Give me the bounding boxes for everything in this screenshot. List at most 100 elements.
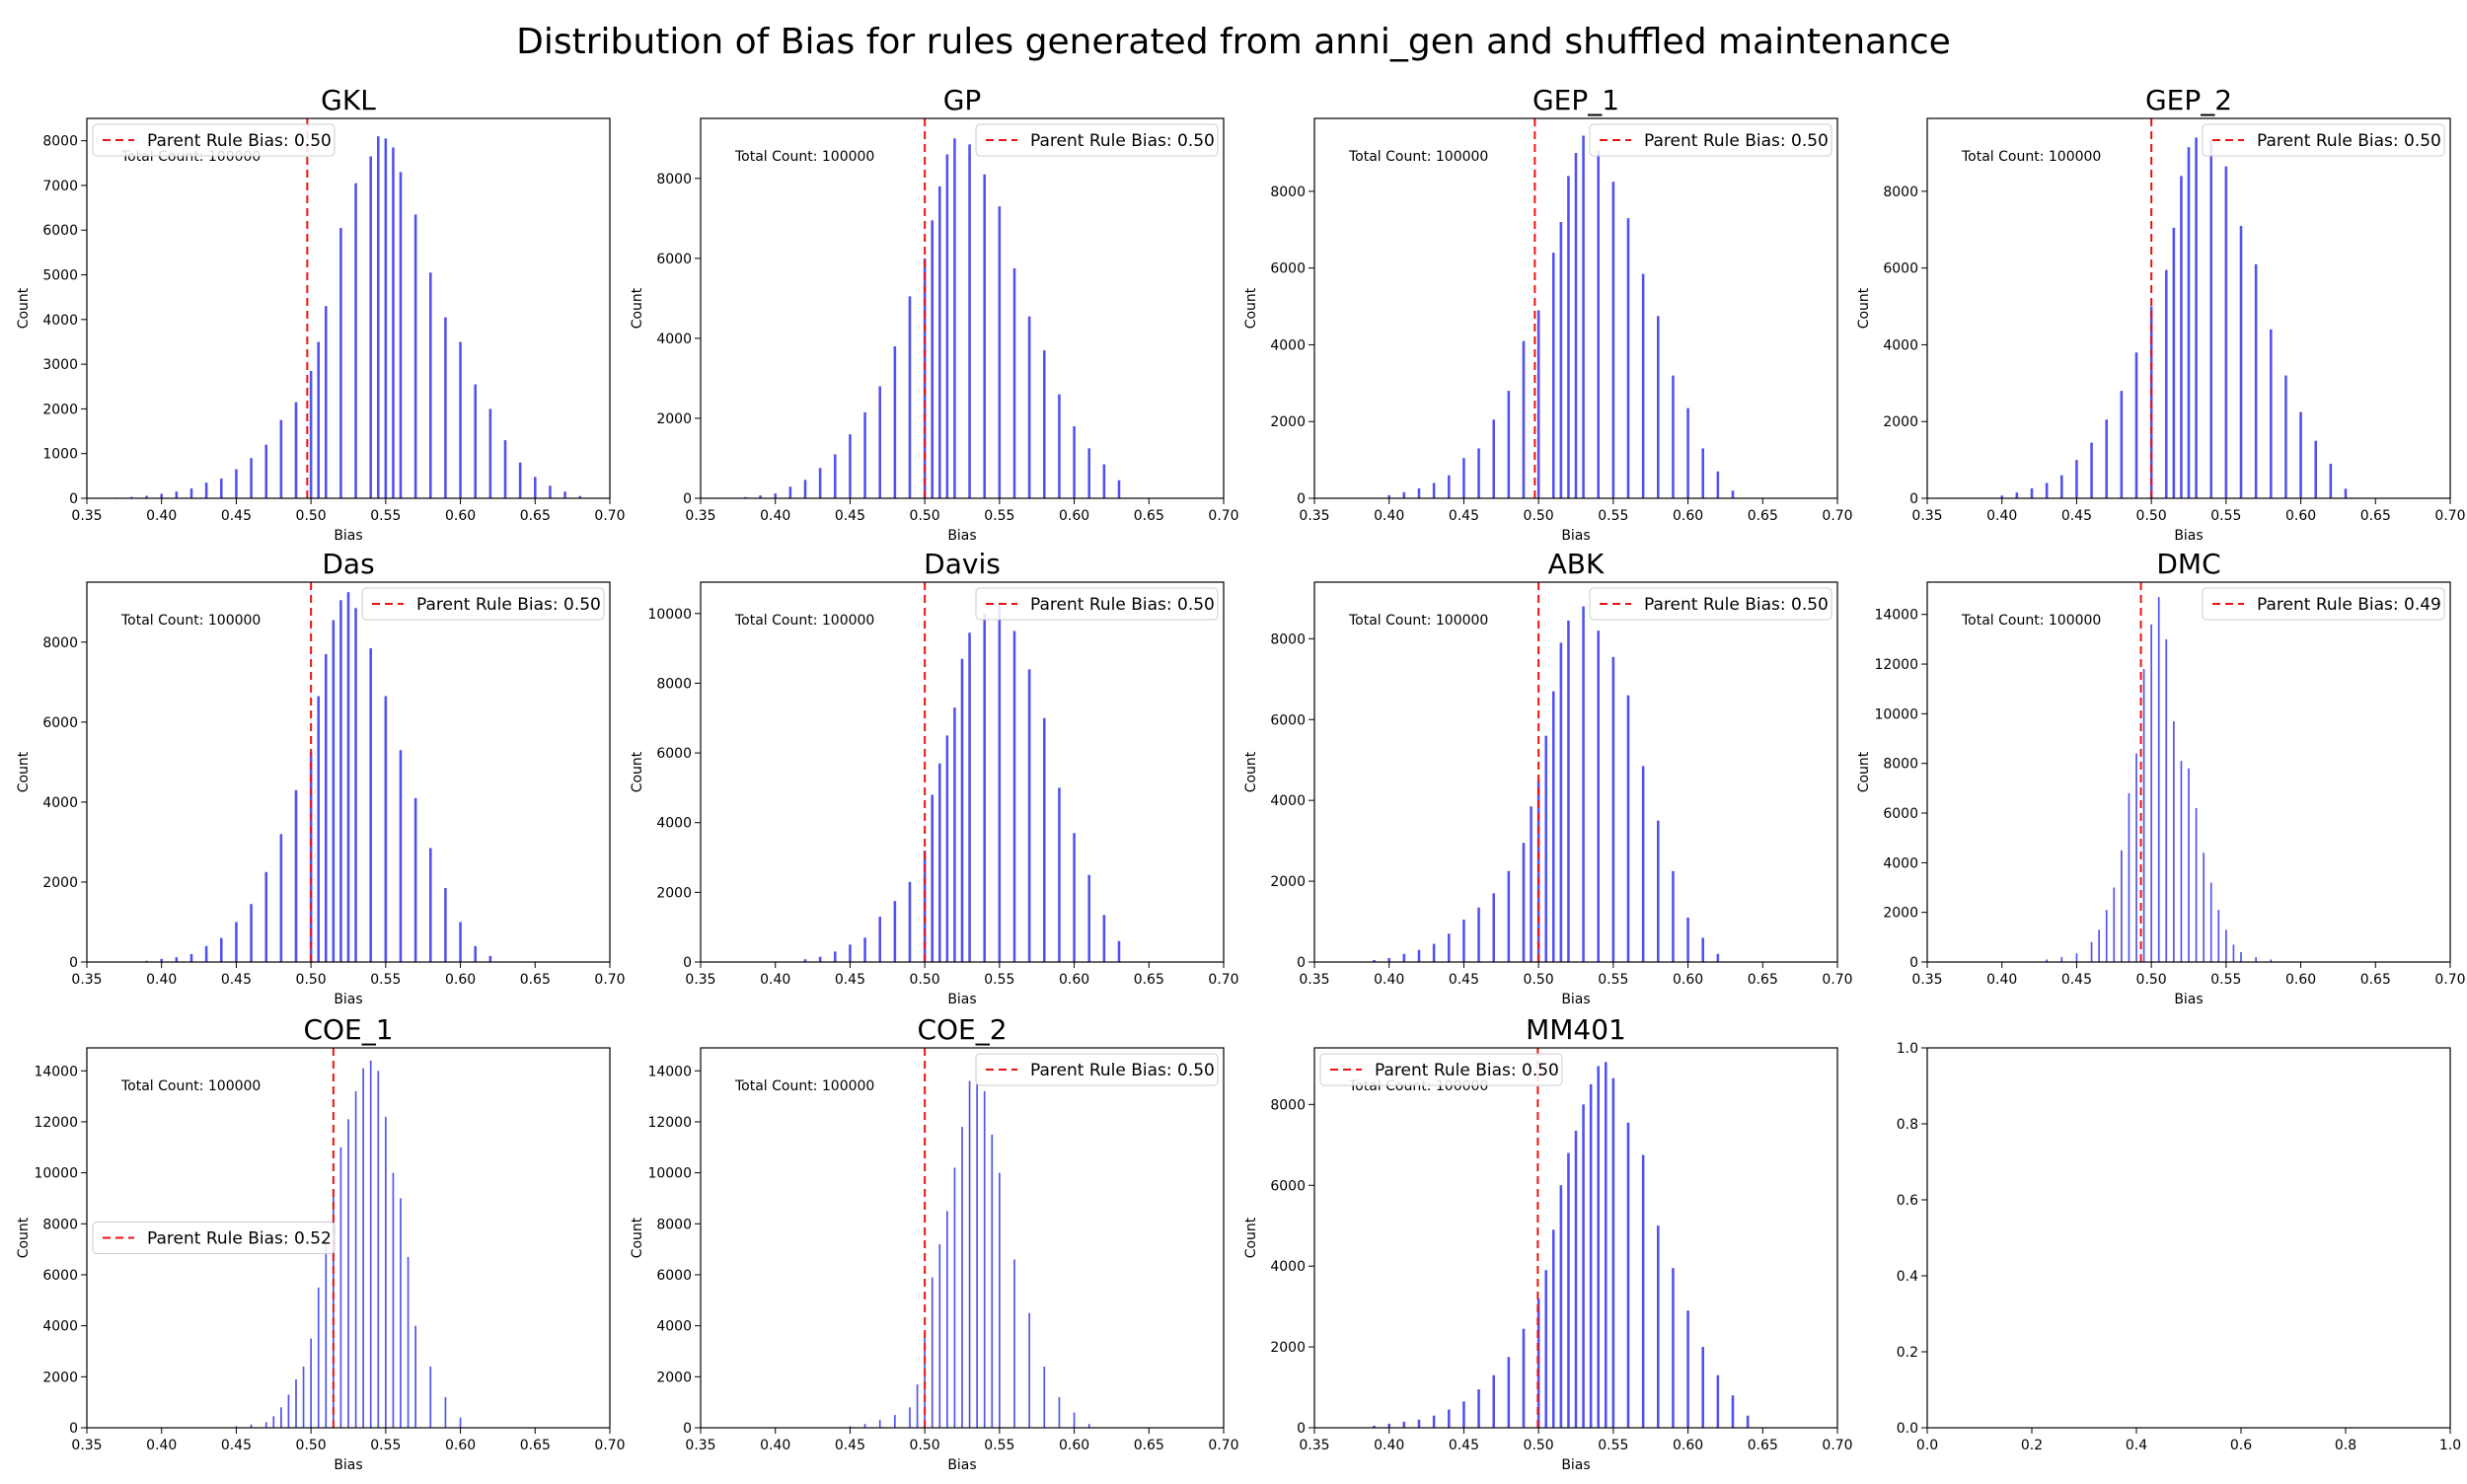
histogram-bar <box>355 1091 357 1428</box>
histogram-bar <box>1043 350 1046 498</box>
x-tick-label: 0.45 <box>835 1438 865 1453</box>
histogram-bar <box>969 1081 971 1428</box>
histogram-bar <box>1073 426 1076 498</box>
histogram-bar <box>504 440 507 498</box>
x-tick-label: 0.50 <box>910 1438 940 1453</box>
histogram-bar <box>2173 228 2176 498</box>
x-tick-label: 0.40 <box>1374 1438 1404 1453</box>
x-tick-label: 0.50 <box>1524 508 1554 524</box>
histogram-bar <box>819 468 822 498</box>
y-tick-label: 10000 <box>647 1166 692 1182</box>
histogram-bar <box>1582 136 1585 499</box>
histogram-bar <box>849 944 852 962</box>
y-tick-label: 2000 <box>1270 414 1306 430</box>
histogram-bar <box>563 491 566 498</box>
y-tick-label: 0 <box>1297 955 1306 971</box>
histogram-bar <box>310 371 313 498</box>
x-tick-label: 0.40 <box>146 508 177 524</box>
y-tick-label: 6000 <box>1270 1178 1306 1194</box>
histogram-bar <box>2255 957 2257 962</box>
x-axis-label: Bias <box>947 992 976 1007</box>
histogram-bar <box>1575 153 1578 498</box>
y-tick-label: 8000 <box>656 676 692 692</box>
y-axis-label: Count <box>630 1217 645 1258</box>
histogram-bar <box>1552 692 1555 962</box>
histogram-bar <box>2210 882 2212 962</box>
histogram-bar <box>1567 176 1570 498</box>
y-tick-label: 12000 <box>1874 657 1918 673</box>
histogram-bar <box>250 904 253 962</box>
subplot-title: ABK <box>1548 548 1605 580</box>
histogram-bar <box>1523 1329 1526 1428</box>
histogram-bar <box>1013 1259 1015 1428</box>
histogram-bar <box>1523 341 1526 498</box>
histogram-bar <box>2135 754 2137 962</box>
y-tick-label: 6000 <box>42 1268 78 1284</box>
histogram-bar <box>999 1173 1001 1428</box>
histogram-bar <box>953 138 956 498</box>
histogram-bar <box>1686 1310 1689 1428</box>
histogram-bar <box>1642 766 1645 962</box>
legend: Parent Rule Bias: 0.50 <box>976 124 1218 156</box>
histogram-bar <box>1672 871 1675 962</box>
histogram-bar <box>2158 597 2160 962</box>
histogram-bar <box>932 1278 934 1428</box>
x-tick-label: 0.35 <box>1299 1438 1329 1453</box>
x-tick-label: 0.2 <box>2021 1438 2043 1453</box>
x-tick-label: 0.60 <box>1673 508 1703 524</box>
histogram-bar <box>938 186 941 498</box>
x-tick-label: 0.65 <box>1134 972 1164 988</box>
histogram-bar <box>938 764 941 962</box>
histogram-bar <box>1387 1424 1390 1428</box>
histogram-bar <box>878 387 881 498</box>
y-tick-label: 8000 <box>42 635 78 651</box>
x-tick-label: 0.4 <box>2126 1438 2147 1453</box>
legend: Parent Rule Bias: 0.50 <box>1590 124 1832 156</box>
total-count-annotation: Total Count: 100000 <box>734 149 874 165</box>
x-axis-label: Bias <box>334 992 362 1007</box>
histogram-bar <box>1448 476 1451 498</box>
histogram-bar <box>1462 920 1465 962</box>
histogram-bar <box>2060 957 2062 962</box>
x-axis-label: Bias <box>2174 992 2203 1007</box>
histogram-bar <box>339 600 342 962</box>
y-tick-label: 2000 <box>42 875 78 891</box>
histogram-bar <box>1701 937 1704 962</box>
histogram-bar <box>804 480 807 498</box>
histogram-bar <box>1575 1131 1578 1428</box>
x-tick-label: 0.55 <box>1598 1438 1628 1453</box>
x-tick-label: 0.50 <box>2136 972 2167 988</box>
x-tick-label: 0.65 <box>2360 972 2391 988</box>
x-tick-label: 0.65 <box>1748 508 1778 524</box>
histogram-bar <box>2196 808 2198 962</box>
histogram-bar <box>2150 625 2152 962</box>
y-tick-label: 4000 <box>1270 1259 1306 1275</box>
histogram-bar <box>1462 458 1465 498</box>
histogram-bar <box>1058 395 1061 498</box>
subplot-title: COE_1 <box>303 1013 393 1046</box>
y-tick-label: 12000 <box>34 1115 78 1131</box>
histogram-bar <box>976 1083 978 1428</box>
histogram-bar <box>1657 821 1660 962</box>
total-count-annotation: Total Count: 100000 <box>120 1078 261 1094</box>
histogram-bar <box>264 872 267 962</box>
histogram-bar <box>295 1379 297 1428</box>
histogram-bar <box>205 946 208 962</box>
x-tick-label: 0.35 <box>1299 972 1329 988</box>
histogram-bar <box>1508 871 1511 962</box>
y-tick-label: 4000 <box>42 313 78 329</box>
legend: Parent Rule Bias: 0.50 <box>2203 124 2444 156</box>
histogram-bar <box>1477 1389 1480 1428</box>
legend: Parent Rule Bias: 0.50 <box>1320 1054 1562 1085</box>
y-tick-label: 0.2 <box>1897 1345 1918 1361</box>
y-tick-label: 2000 <box>1883 906 1918 922</box>
x-tick-label: 0.35 <box>1911 972 1942 988</box>
legend: Parent Rule Bias: 0.52 <box>93 1223 335 1254</box>
histogram-bar <box>1403 492 1406 498</box>
histogram-bar <box>1717 954 1720 962</box>
histogram-bar <box>1028 669 1031 962</box>
histogram-bar <box>1448 1410 1451 1428</box>
histogram-bar <box>834 454 837 498</box>
histogram-bar <box>2188 769 2190 962</box>
